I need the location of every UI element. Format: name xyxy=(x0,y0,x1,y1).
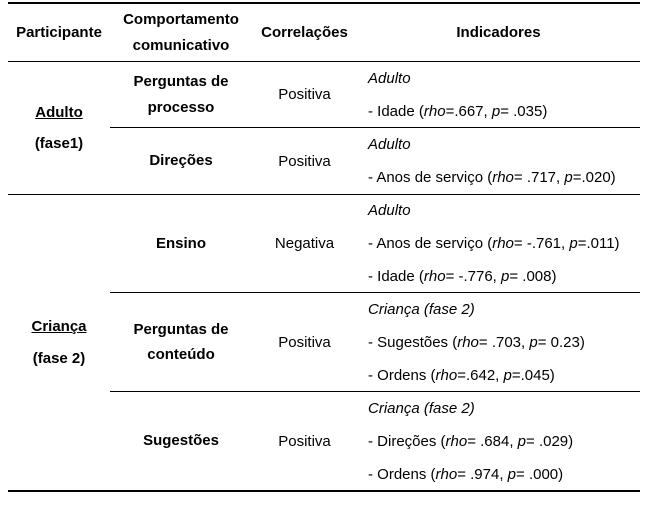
indicators-cell: Adulto - Anos de serviço (rho= .717, p=.… xyxy=(357,128,640,195)
indicator-block: Adulto - Anos de serviço (rho= -.761, p=… xyxy=(368,194,620,293)
indicator-line: - Idade (rho= -.776, p= .008) xyxy=(368,268,557,285)
correlation-value: Negativa xyxy=(252,195,357,293)
header-participante: Participante xyxy=(8,4,110,62)
indicator-group-title: Criança (fase 2) xyxy=(368,399,475,417)
indicator-line: - Anos de serviço (rho= .717, p=.020) xyxy=(368,169,616,186)
indicators-cell: Criança (fase 2) - Sugestões (rho= .703,… xyxy=(357,293,640,392)
indicator-group-title: Criança (fase 2) xyxy=(368,300,475,318)
indicator-line: - Idade (rho=.667, p= .035) xyxy=(368,102,548,120)
indicator-group-title: Adulto xyxy=(368,69,411,87)
correlation-value: Positiva xyxy=(278,432,331,450)
indicators-cell: Adulto - Idade (rho=.667, p= .035) xyxy=(357,62,640,128)
indicator-line: - Ordens (rho=.642, p=.045) xyxy=(368,366,555,384)
correlation-value: Positiva xyxy=(252,62,357,128)
indicator-line: - Anos de serviço (rho= -.761, p=.011) xyxy=(368,235,620,252)
correlation-value: Positiva xyxy=(252,128,357,195)
indicator-group-title: Adulto xyxy=(368,136,411,153)
correlation-value: Positiva xyxy=(252,293,357,392)
participant-name: Criança xyxy=(31,318,87,335)
indicator-line: - Ordens (rho= .974, p= .000) xyxy=(368,465,564,483)
participant-phase: (fase 2) xyxy=(32,349,86,367)
indicator-line: - Sugestões (rho= .703, p= 0.23) xyxy=(368,333,585,351)
participant-adulto: Adulto (fase1) xyxy=(8,62,110,195)
behavior-direcoes: Direções xyxy=(110,128,252,195)
behavior-perguntas-de-processo: Perguntas de processo xyxy=(110,62,252,128)
header-correlacoes: Correlações xyxy=(252,4,357,62)
participant-phase: (fase1) xyxy=(34,135,84,152)
indicator-block: Criança (fase 2) - Direções (rho= .684, … xyxy=(368,392,573,491)
indicators-cell: Criança (fase 2) - Direções (rho= .684, … xyxy=(357,392,640,490)
correlation-table: Participante Comportamento comunicativo … xyxy=(8,2,640,492)
indicator-block: Adulto - Idade (rho=.667, p= .035) xyxy=(368,62,547,128)
header-comportamento-comunicativo: Comportamento comunicativo xyxy=(110,4,252,62)
participant-name: Adulto xyxy=(35,103,83,121)
behavior-sugestoes: Sugestões xyxy=(143,432,219,450)
header-indicadores: Indicadores xyxy=(357,4,640,62)
indicator-block: Adulto - Anos de serviço (rho= .717, p=.… xyxy=(368,128,616,194)
indicators-cell: Adulto - Anos de serviço (rho= -.761, p=… xyxy=(357,195,640,293)
indicator-block: Criança (fase 2) - Sugestões (rho= .703,… xyxy=(368,293,585,392)
behavior-perguntas-de-conteudo: Perguntas de conteúdo xyxy=(110,293,252,392)
participant-crianca: Criança (fase 2) xyxy=(8,195,110,490)
indicator-line: - Direções (rho= .684, p= .029) xyxy=(368,432,574,450)
indicator-group-title: Adulto xyxy=(368,202,411,219)
behavior-ensino: Ensino xyxy=(110,195,252,293)
